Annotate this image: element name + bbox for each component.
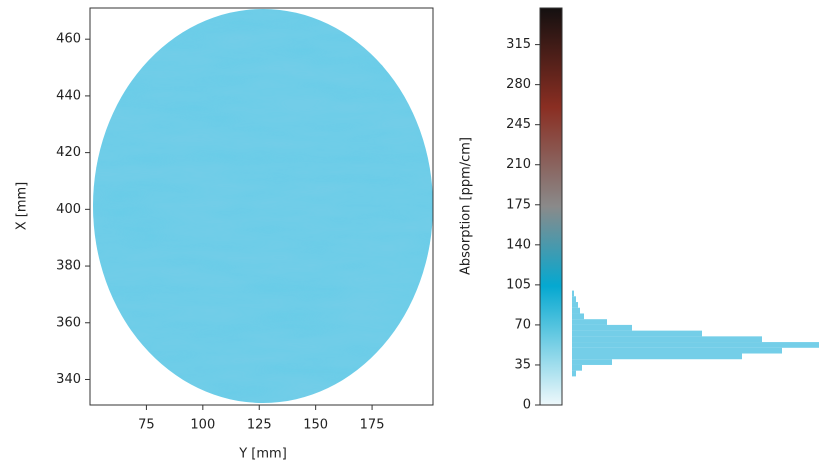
histogram-bar: [572, 359, 612, 365]
x-tick-label: 150: [303, 418, 328, 433]
heatmap-image: [93, 9, 433, 403]
y-tick-label: 380: [56, 259, 81, 274]
histogram-bar: [572, 347, 782, 354]
histogram-bar: [572, 370, 576, 377]
colorbar-tick-label: 70: [514, 317, 531, 332]
heatmap-axes: [89, 7, 434, 406]
y-tick-label: 460: [56, 32, 81, 47]
x-axis-label: Y [mm]: [238, 447, 287, 462]
histogram-bar: [572, 364, 582, 371]
y-tick-label: 360: [56, 315, 81, 330]
colorbar-tick-label: 105: [506, 277, 531, 292]
histogram-bar: [572, 302, 578, 308]
colorbar: [539, 7, 563, 406]
histogram-bar: [572, 342, 819, 348]
histogram-bar: [572, 313, 584, 320]
colorbar-tick-label: 0: [523, 398, 531, 413]
colorbar-tick-label: 315: [506, 37, 531, 52]
colorbar-tick-label: 210: [506, 157, 531, 172]
y-tick-label: 340: [56, 372, 81, 387]
histogram-bar: [572, 336, 762, 343]
histogram-bar: [572, 324, 632, 331]
histogram-bar: [572, 290, 574, 297]
y-axis-label: X [mm]: [15, 182, 30, 231]
colorbar-tick-label: 175: [506, 197, 531, 212]
y-tick-label: 400: [56, 202, 81, 217]
y-tick-label: 420: [56, 145, 81, 160]
colorbar-tick-label: 245: [506, 117, 531, 132]
histogram-bar: [572, 319, 607, 325]
histogram-bar: [572, 296, 576, 303]
x-tick-label: 125: [247, 418, 272, 433]
histogram-bar: [572, 353, 742, 360]
x-tick-label: 100: [190, 418, 215, 433]
histogram-bar: [572, 307, 580, 314]
colorbar-tick-label: 280: [506, 77, 531, 92]
x-tick-label: 75: [138, 418, 155, 433]
x-tick-label: 175: [360, 418, 385, 433]
colorbar-label: Absorption [ppm/cm]: [459, 137, 474, 275]
colorbar-tick-label: 35: [514, 357, 531, 372]
colorbar-tick-label: 140: [506, 237, 531, 252]
histogram-bar: [572, 330, 702, 337]
y-tick-label: 440: [56, 88, 81, 103]
